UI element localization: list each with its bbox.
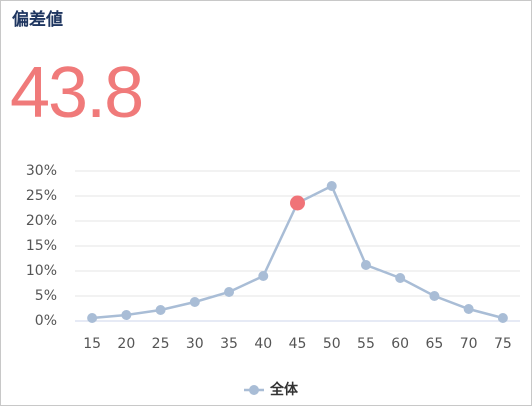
point — [224, 287, 235, 297]
highlight-point — [290, 195, 305, 211]
legend-label: 全体 — [269, 381, 299, 398]
x-tick-label: 50 — [323, 336, 341, 352]
score: 43.8 — [10, 53, 142, 133]
point — [326, 181, 337, 191]
x-tick-label: 75 — [494, 336, 512, 352]
x-tick-label: 65 — [426, 336, 444, 352]
point — [121, 310, 132, 320]
y-tick-label: 25% — [26, 188, 57, 204]
y-tick-label: 5% — [35, 288, 57, 304]
x-tick-label: 15 — [83, 336, 101, 352]
x-tick-label: 25 — [152, 336, 170, 352]
y-tick-label: 0% — [35, 313, 57, 329]
legend-marker — [249, 385, 259, 395]
point — [429, 291, 440, 301]
x-tick-label: 20 — [117, 336, 135, 352]
point — [87, 313, 98, 323]
x-tick-label: 35 — [220, 336, 238, 352]
y-tick-label: 20% — [26, 213, 57, 229]
y-tick-label: 15% — [26, 238, 57, 254]
x-tick-label: 45 — [289, 336, 307, 352]
point — [155, 305, 166, 315]
x-tick-label: 70 — [460, 336, 478, 352]
point — [463, 304, 474, 314]
y-tick-label: 10% — [26, 263, 57, 279]
title: 偏差値 — [12, 9, 63, 30]
x-tick-label: 40 — [254, 336, 272, 352]
x-tick-label: 30 — [186, 336, 204, 352]
x-tick-label: 60 — [391, 336, 409, 352]
point — [189, 297, 200, 307]
y-tick-label: 30% — [26, 163, 57, 179]
point — [258, 271, 269, 281]
point — [497, 313, 508, 323]
point — [395, 273, 406, 283]
x-tick-label: 55 — [357, 336, 375, 352]
point — [360, 260, 371, 270]
